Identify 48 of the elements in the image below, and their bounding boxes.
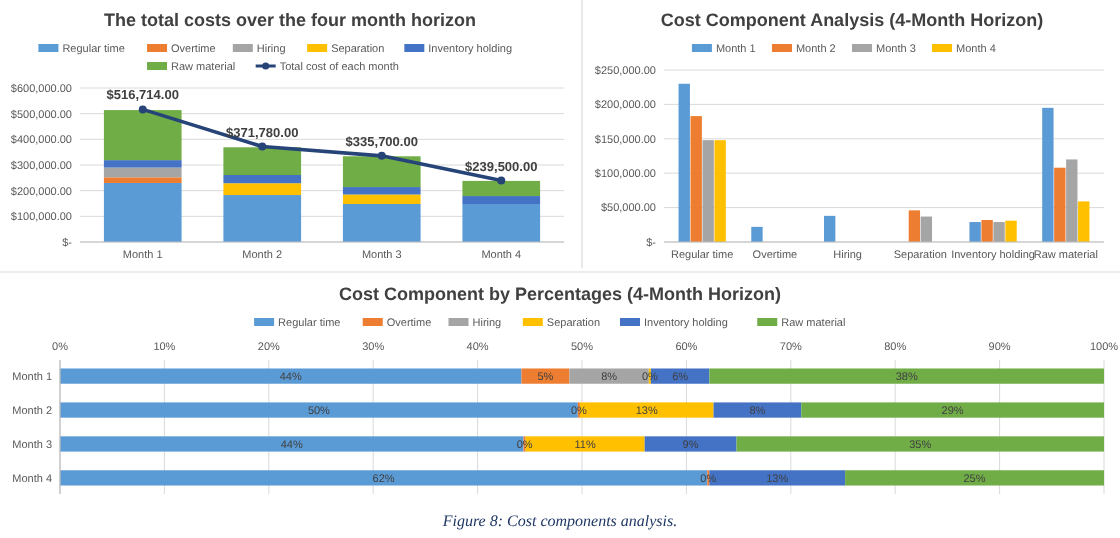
bar [969, 222, 981, 242]
bar [845, 470, 1104, 486]
bar [342, 156, 421, 188]
bar [103, 167, 182, 178]
bar [702, 140, 714, 242]
bar [342, 204, 421, 242]
bar [981, 219, 993, 242]
bar [223, 195, 302, 242]
point [138, 105, 147, 114]
bar [824, 215, 836, 242]
bar [342, 187, 421, 195]
bar [462, 180, 541, 197]
point [497, 176, 506, 185]
bar [521, 368, 570, 384]
bar [1078, 201, 1090, 242]
bar [736, 436, 1104, 452]
bar [1066, 159, 1078, 242]
bar [908, 210, 921, 242]
chart-title: Cost Component Analysis (4-Month Horizon) [660, 10, 1044, 30]
bar [920, 216, 933, 242]
bar [60, 368, 522, 384]
point [258, 142, 267, 151]
bar [1005, 220, 1017, 242]
bar [690, 116, 702, 242]
chart-title: The total costs over the four month horizon [103, 10, 477, 30]
chart-title: Cost Component by Percentages (4-Month Horizon) [338, 284, 782, 304]
bar [1054, 167, 1066, 242]
bar [678, 83, 690, 242]
bar [462, 204, 541, 242]
bar [462, 196, 541, 205]
bar [223, 183, 302, 196]
bar [1042, 107, 1054, 242]
bar [993, 222, 1005, 242]
bar [103, 110, 182, 161]
bar [103, 160, 182, 168]
bar [223, 175, 302, 184]
point [377, 151, 386, 160]
bar [103, 182, 182, 242]
bar [644, 436, 737, 452]
caption: Figure 8: Cost components analysis. [440, 512, 678, 530]
bar [713, 402, 802, 418]
bar [709, 368, 1104, 384]
bar [714, 140, 726, 242]
bar [223, 147, 302, 176]
bar [801, 402, 1104, 418]
bar [342, 194, 421, 205]
bar [103, 177, 182, 183]
bar [751, 226, 763, 242]
